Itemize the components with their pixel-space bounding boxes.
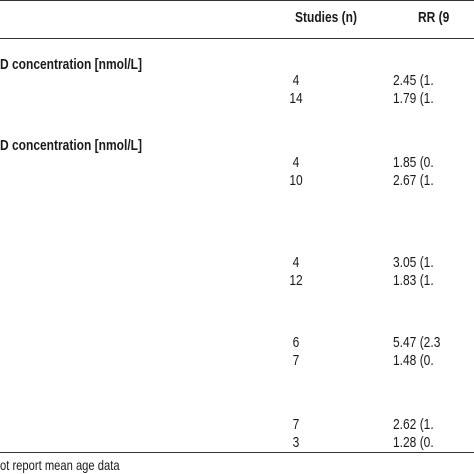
section-heading: D concentration [nmol/L]	[0, 56, 142, 73]
cell-studies: 14	[289, 90, 303, 107]
cell-studies: 4	[292, 72, 300, 89]
top-rule	[0, 0, 474, 1]
cell-rr: 1.85 (0.	[393, 154, 434, 171]
cell-studies: 7	[292, 416, 300, 433]
footnote: ot report mean age data	[0, 457, 120, 473]
cell-rr: 1.83 (1.	[393, 272, 434, 289]
cell-rr: 1.28 (0.	[393, 434, 434, 451]
cell-studies: 3	[292, 434, 300, 451]
cell-rr: 2.45 (1.	[393, 72, 434, 89]
cell-studies: 4	[292, 254, 300, 271]
cell-rr: 1.79 (1.	[393, 90, 434, 107]
bottom-rule	[0, 452, 474, 453]
header-studies: Studies (n)	[295, 9, 357, 26]
cell-studies: 4	[292, 154, 300, 171]
cell-studies: 12	[289, 272, 303, 289]
header-rule	[0, 38, 474, 39]
cell-rr: 3.05 (1.	[393, 254, 434, 271]
cell-studies: 10	[289, 172, 303, 189]
section-heading: D concentration [nmol/L]	[0, 137, 142, 154]
cell-rr: 2.67 (1.	[393, 172, 434, 189]
cell-rr: 5.47 (2.3	[393, 334, 441, 351]
cell-rr: 2.62 (1.	[393, 416, 434, 433]
header-rr: RR (9	[418, 9, 450, 26]
cell-rr: 1.48 (0.	[393, 352, 434, 369]
cell-studies: 6	[292, 334, 300, 351]
cell-studies: 7	[292, 352, 300, 369]
